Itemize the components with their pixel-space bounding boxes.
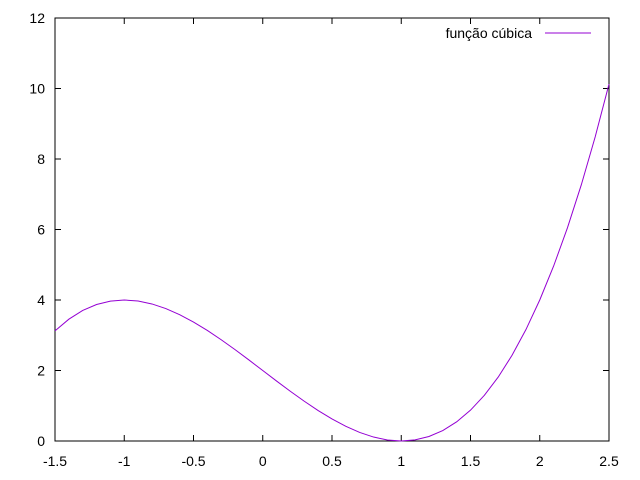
x-tick-label: 0.5 <box>322 453 342 469</box>
legend: função cúbica <box>446 25 591 41</box>
x-tick-label: -1.5 <box>43 453 67 469</box>
plot-area-border <box>54 17 610 442</box>
x-tick-label: 2 <box>536 453 544 469</box>
y-tick-label: 6 <box>37 222 45 238</box>
x-tick-labels: -1.5 -1 -0.5 0 0.5 1 1.5 2 2.5 <box>43 453 619 469</box>
axis-ticks <box>54 17 610 442</box>
y-tick-labels: 0 2 4 6 8 10 12 <box>29 10 45 449</box>
x-tick-label: -0.5 <box>181 453 205 469</box>
y-tick-label: 12 <box>29 10 45 26</box>
x-tick-label: 2.5 <box>599 453 619 469</box>
legend-label: função cúbica <box>446 25 533 41</box>
y-tick-label: 4 <box>37 292 45 308</box>
x-tick-label: -1 <box>118 453 131 469</box>
x-tick-label: 1.5 <box>461 453 481 469</box>
series-line <box>54 83 610 442</box>
x-tick-label: 1 <box>397 453 405 469</box>
series-layer <box>54 83 610 442</box>
x-tick-label: 0 <box>259 453 267 469</box>
y-tick-label: 0 <box>37 433 45 449</box>
y-tick-label: 2 <box>37 363 45 379</box>
y-tick-label: 10 <box>29 81 45 97</box>
y-tick-label: 8 <box>37 151 45 167</box>
